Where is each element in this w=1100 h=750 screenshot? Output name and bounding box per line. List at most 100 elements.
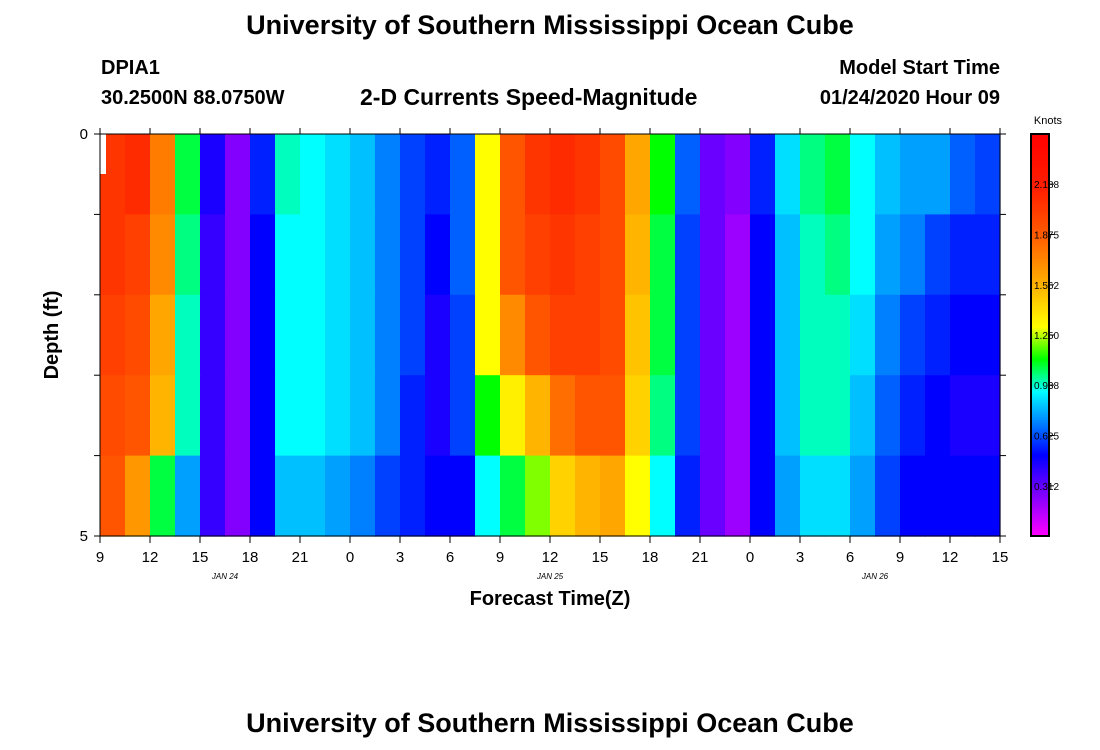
heatmap-cell	[600, 294, 626, 376]
heatmap-cell	[550, 294, 576, 376]
heatmap-cell	[700, 294, 726, 376]
date-label: JAN 26	[861, 572, 889, 581]
heatmap-cell	[825, 294, 851, 376]
heatmap-cell	[550, 134, 576, 215]
heatmap-cell	[725, 294, 751, 376]
colorbar-tick-label: 1.875	[1034, 231, 1059, 242]
colorbar-tick-label: 1.250	[1034, 331, 1059, 342]
heatmap-cell	[200, 134, 226, 215]
heatmap-cell	[275, 294, 301, 376]
heatmap-cell	[800, 455, 826, 537]
heatmap-cell	[125, 375, 151, 457]
x-tick-label: 6	[446, 549, 454, 566]
heatmap-cell	[400, 134, 426, 215]
heatmap-cell	[725, 455, 751, 537]
heatmap-cell	[925, 214, 951, 296]
heatmap-cell	[875, 375, 901, 457]
heatmap-cell	[450, 455, 476, 537]
heatmap-cell	[150, 214, 176, 296]
heatmap-cell	[200, 294, 226, 376]
heatmap-cell	[925, 134, 951, 215]
heatmap-cell	[600, 134, 626, 215]
colorbar-tick-label: 1.562	[1034, 281, 1059, 292]
heatmap-cell	[925, 294, 951, 376]
heatmap-cell	[750, 214, 776, 296]
heatmap-cell	[125, 214, 151, 296]
footer-title: University of Southern Mississippi Ocean…	[246, 708, 854, 738]
colorbar-tick-label: 2.188	[1034, 180, 1059, 191]
heatmap-cell	[625, 214, 651, 296]
heatmap-cell	[400, 294, 426, 376]
heatmap-cell	[300, 375, 326, 457]
heatmap-cell	[625, 134, 651, 215]
heatmap-cell	[425, 214, 451, 296]
heatmap-cell	[250, 375, 276, 457]
date-label: JAN 24	[211, 572, 239, 581]
heatmap-cell	[925, 455, 951, 537]
heatmap-cell	[950, 294, 976, 376]
heatmap-cell	[750, 294, 776, 376]
heatmap-cell	[275, 455, 301, 537]
chart-title: University of Southern Mississippi Ocean…	[246, 10, 854, 40]
x-tick-label: 0	[346, 549, 354, 566]
x-tick-label: 3	[796, 549, 804, 566]
heatmap-cell	[375, 214, 401, 296]
heatmap-cell	[425, 294, 451, 376]
heatmap-cell	[375, 375, 401, 457]
heatmap-cell	[625, 294, 651, 376]
heatmap-cell	[450, 134, 476, 215]
heatmap-cell	[175, 455, 201, 537]
heatmap-cell	[775, 375, 801, 457]
heatmap-cell	[975, 294, 1001, 376]
plot-title: 2-D Currents Speed-Magnitude	[360, 84, 698, 110]
heatmap-cell	[725, 214, 751, 296]
heatmap-cell	[675, 455, 701, 537]
heatmap-cell	[500, 455, 526, 537]
heatmap-cell	[875, 455, 901, 537]
x-tick-label: 21	[292, 549, 309, 566]
heatmap-cell	[700, 455, 726, 537]
heatmap-cell	[775, 455, 801, 537]
heatmap-cell	[400, 455, 426, 537]
heatmap-cell	[525, 214, 551, 296]
y-axis-label: Depth (ft)	[41, 291, 63, 380]
heatmap-cell	[350, 455, 376, 537]
heatmap-cell	[650, 375, 676, 457]
heatmap-cell	[525, 134, 551, 215]
heatmap-cell	[825, 214, 851, 296]
heatmap-cell	[600, 455, 626, 537]
heatmap-cell	[225, 134, 251, 215]
heatmap-cell	[900, 455, 926, 537]
heatmap-cell	[800, 214, 826, 296]
heatmap-cell	[800, 375, 826, 457]
x-tick-label: 6	[846, 549, 854, 566]
heatmap-cell	[675, 134, 701, 215]
heatmap-cell	[275, 375, 301, 457]
heatmap-cell	[475, 294, 501, 376]
heatmap-cell	[750, 375, 776, 457]
heatmap-cell	[425, 455, 451, 537]
heatmap-cell	[775, 294, 801, 376]
heatmap-cell	[675, 375, 701, 457]
heatmap-cell	[725, 134, 751, 215]
station-coordinates: 30.2500N 88.0750W	[101, 87, 285, 109]
heatmap-cell	[850, 455, 876, 537]
heatmap-cell	[325, 294, 351, 376]
heatmap-cell	[625, 375, 651, 457]
heatmap-cell	[450, 294, 476, 376]
x-axis-label: Forecast Time(Z)	[470, 588, 631, 610]
heatmap-cell	[900, 214, 926, 296]
missing-data-cell	[100, 134, 106, 174]
heatmap-cell	[975, 134, 1001, 215]
heatmap-cell	[600, 375, 626, 457]
heatmap-cell	[125, 134, 151, 215]
heatmap-cell	[900, 134, 926, 215]
heatmap-cell	[825, 134, 851, 215]
heatmap-cell	[950, 214, 976, 296]
heatmap-cell	[150, 455, 176, 537]
colorbar-label: Knots	[1034, 115, 1063, 127]
heatmap-cell	[375, 294, 401, 376]
heatmap-cell	[125, 455, 151, 537]
heatmap-cell	[400, 214, 426, 296]
